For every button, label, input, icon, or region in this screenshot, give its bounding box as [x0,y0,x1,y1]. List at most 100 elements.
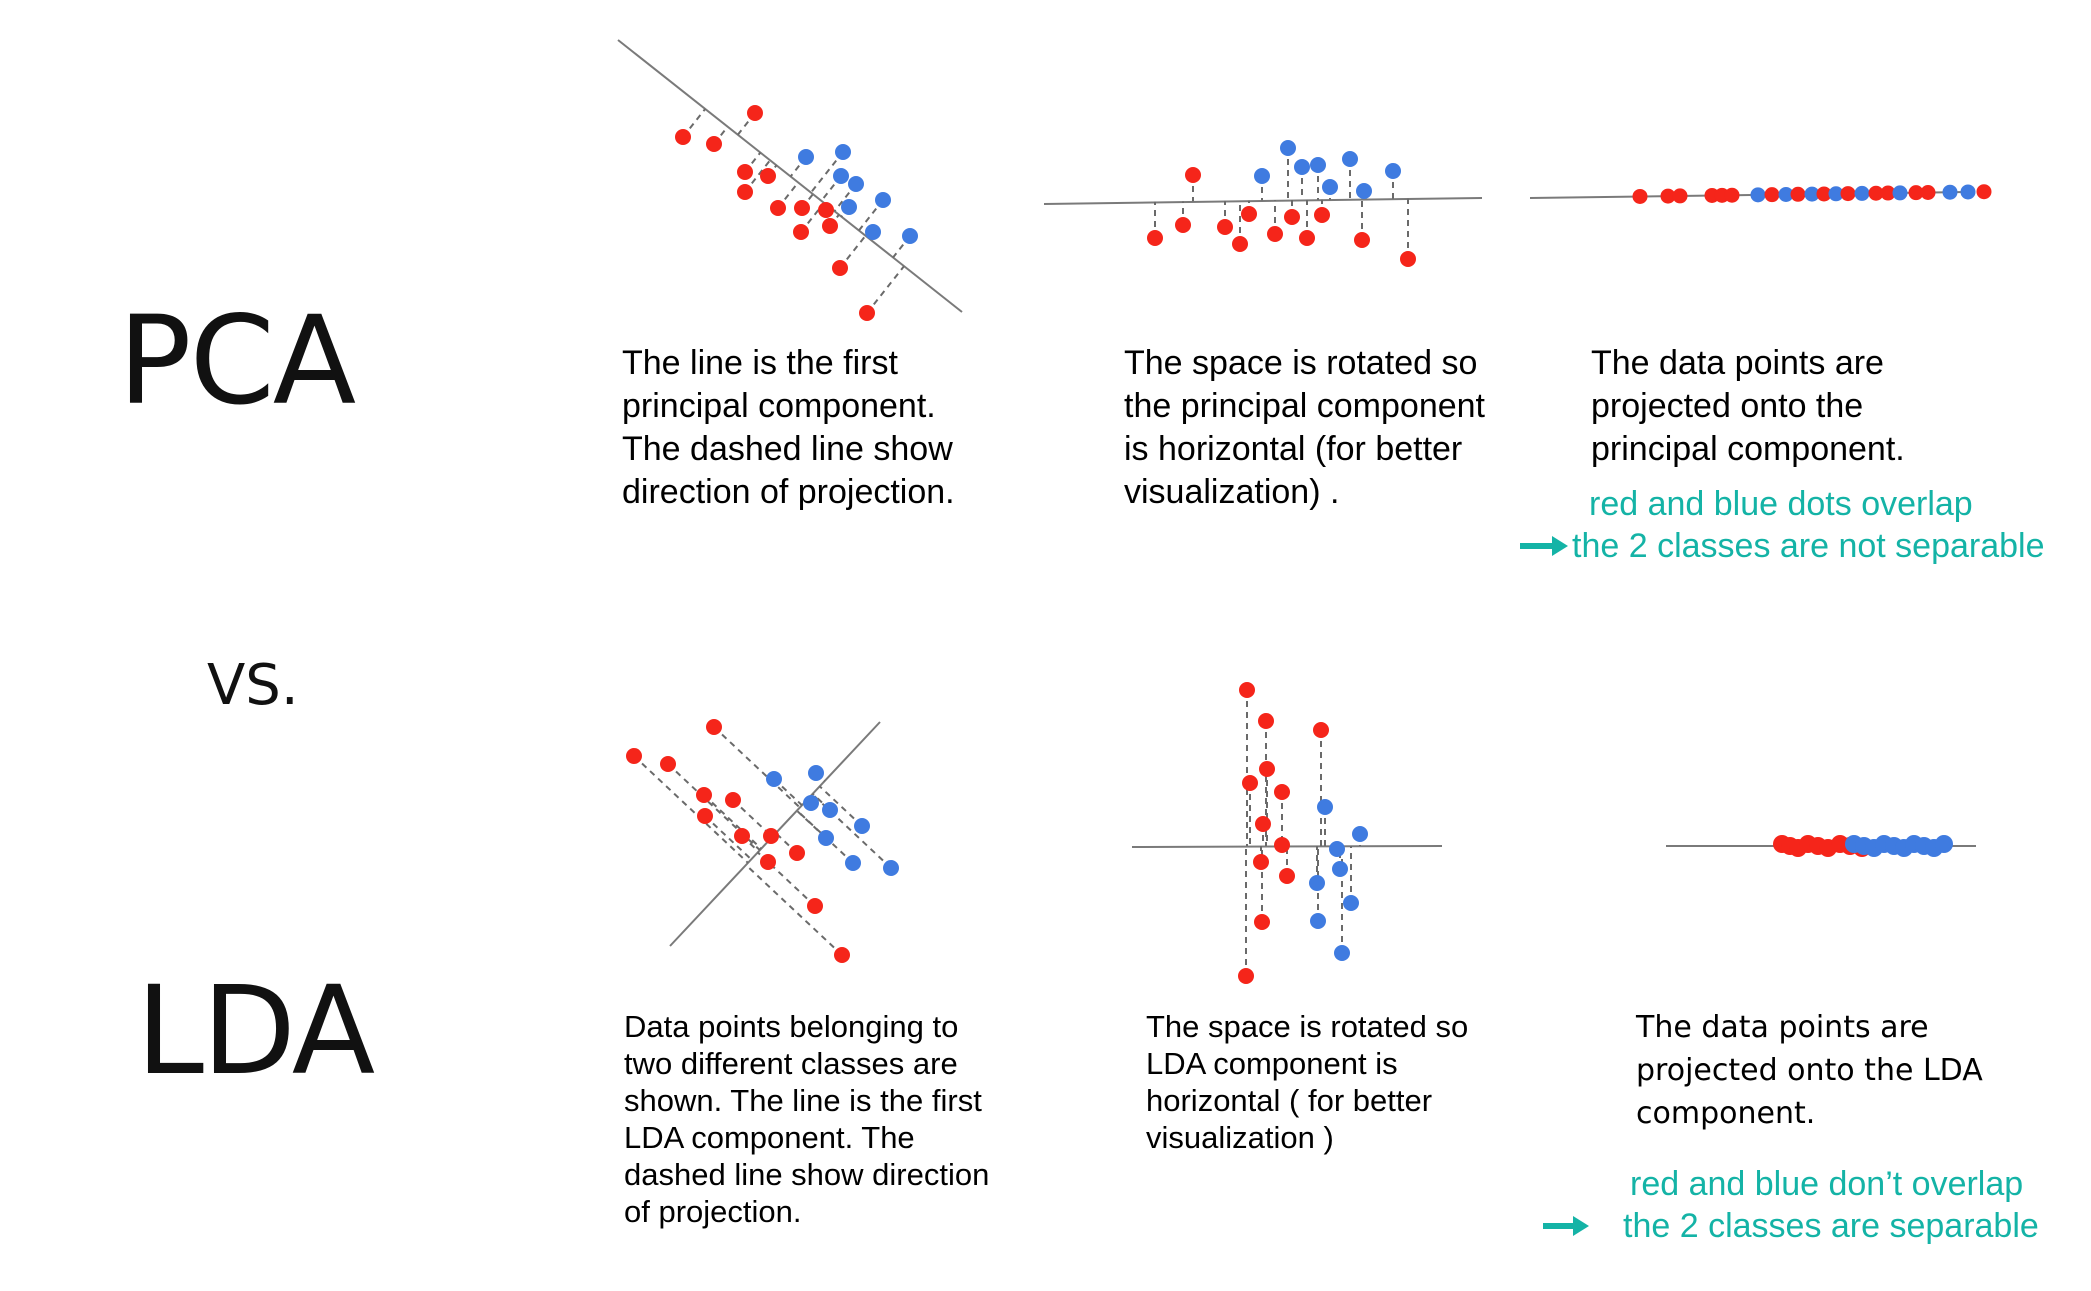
caption-line: of projection. [624,1194,802,1229]
blue-point [1343,895,1359,911]
red-point [1724,187,1740,203]
red-point [793,224,809,240]
blue-point [835,144,851,160]
blue-point [1342,151,1358,167]
red-point [818,202,834,218]
pca-note-overlap: red and blue dots overlap [1589,485,1973,523]
red-point [1313,722,1329,738]
red-point [737,164,753,180]
red-point [1253,854,1269,870]
projection-dash [744,159,771,193]
red-point [794,200,810,216]
red-point [1242,775,1258,791]
caption-line: component. [1636,1096,1816,1131]
red-point [1274,784,1290,800]
caption-line: The dashed line show [622,430,953,468]
blue-point [1804,186,1820,202]
pca-label: PCA [118,290,356,432]
red-point [660,756,676,772]
red-point [1239,682,1255,698]
blue-point [1280,140,1296,156]
blue-point [1310,913,1326,929]
red-point [725,792,741,808]
caption-line: The data points are [1636,1010,1929,1045]
blue-point [883,860,899,876]
red-point [1632,188,1648,204]
caption-line: two different classes are [624,1046,958,1081]
red-point [834,947,850,963]
pca-caption-original: The line is the first principal componen… [622,342,955,514]
red-point [1920,185,1936,201]
caption-line: The line is the first [622,344,898,382]
caption-line: dashed line show direction [624,1157,990,1192]
red-point [1908,185,1924,201]
red-point [760,168,776,184]
lda-note-arrow-icon [1543,1216,1589,1236]
blue-point [1329,841,1345,857]
caption-line: visualization ) [1146,1120,1334,1155]
red-point [1284,209,1300,225]
diagram-layer [617,39,1992,984]
red-point [1267,226,1283,242]
lda-note-separable: the 2 classes are separable [1623,1207,2039,1245]
blue-point [1352,826,1368,842]
blue-point [1332,861,1348,877]
projection-dash [819,785,863,827]
blue-point [1322,179,1338,195]
red-point [734,828,750,844]
blue-point [1309,875,1325,891]
red-point [737,184,753,200]
projection-dash [745,864,843,956]
red-point [1816,186,1832,202]
red-point [1185,167,1201,183]
blue-point [902,228,918,244]
red-point [822,218,838,234]
pca-caption-projected: The data points are projected onto the p… [1591,342,1905,471]
blue-point [808,765,824,781]
projection-dash [633,755,749,864]
red-point [1976,184,1992,200]
red-point [1314,207,1330,223]
lda-label: LDA [136,960,375,1102]
red-point [1354,232,1370,248]
projection-dash [839,235,867,269]
caption-line: projected onto the LDA [1636,1053,1983,1088]
projection-dash [810,151,844,194]
red-point [1868,185,1884,201]
red-point [626,748,642,764]
red-point [696,787,712,803]
blue-point [1254,168,1270,184]
red-point [807,898,823,914]
blue-point [1356,183,1372,199]
caption-line: the principal component [1124,387,1486,425]
blue-point [833,168,849,184]
blue-point [798,149,814,165]
blue-point [841,199,857,215]
red-point [770,200,786,216]
red-point [763,828,779,844]
projection-dash [757,851,816,907]
blue-point [818,830,834,846]
red-point [706,719,722,735]
red-point [1259,761,1275,777]
red-point [1400,251,1416,267]
blue-point [1892,185,1908,201]
projection-dash [703,794,762,850]
blue-point [848,176,864,192]
pca-note-arrow-icon [1520,536,1568,556]
caption-line: shown. The line is the first [624,1083,982,1118]
red-point [1274,837,1290,853]
blue-point [1750,187,1766,203]
red-point [1254,914,1270,930]
red-point [789,845,805,861]
pca-note-not-separable: the 2 classes are not separable [1572,527,2045,565]
blue-point [1294,159,1310,175]
lda-note-no-overlap: red and blue don’t overlap [1630,1165,2024,1203]
red-point [1175,217,1191,233]
vs-label: VS. [207,653,299,718]
caption-line: horizontal ( for better [1146,1083,1433,1118]
caption-line: The space is rotated so [1124,344,1478,382]
caption-line: The data points are [1591,344,1884,382]
red-point [1299,230,1315,246]
